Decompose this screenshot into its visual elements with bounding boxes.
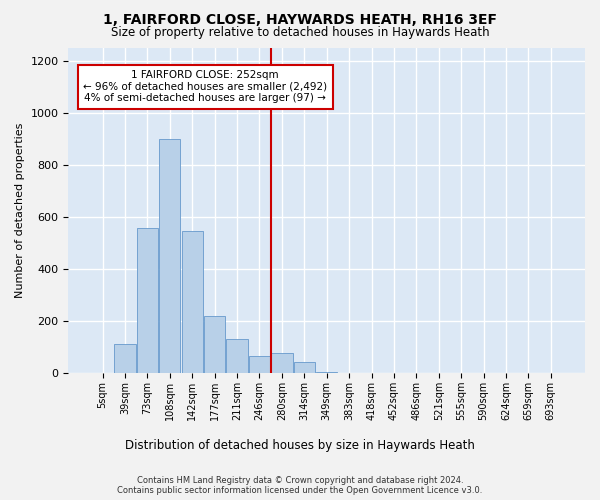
Bar <box>293 362 315 373</box>
Text: Contains HM Land Registry data © Crown copyright and database right 2024.: Contains HM Land Registry data © Crown c… <box>137 476 463 485</box>
Text: Size of property relative to detached houses in Haywards Heath: Size of property relative to detached ho… <box>110 26 490 39</box>
Bar <box>159 138 181 373</box>
Text: 1 FAIRFORD CLOSE: 252sqm
← 96% of detached houses are smaller (2,492)
4% of semi: 1 FAIRFORD CLOSE: 252sqm ← 96% of detach… <box>83 70 328 104</box>
Bar <box>182 231 203 373</box>
Bar <box>226 339 248 373</box>
Bar <box>249 356 270 373</box>
Text: Contains public sector information licensed under the Open Government Licence v3: Contains public sector information licen… <box>118 486 482 495</box>
Y-axis label: Number of detached properties: Number of detached properties <box>15 122 25 298</box>
Bar <box>204 316 225 373</box>
Bar <box>115 344 136 373</box>
Bar <box>137 228 158 373</box>
Text: 1, FAIRFORD CLOSE, HAYWARDS HEATH, RH16 3EF: 1, FAIRFORD CLOSE, HAYWARDS HEATH, RH16 … <box>103 12 497 26</box>
Bar <box>271 354 293 373</box>
Bar <box>316 372 337 373</box>
Text: Distribution of detached houses by size in Haywards Heath: Distribution of detached houses by size … <box>125 440 475 452</box>
